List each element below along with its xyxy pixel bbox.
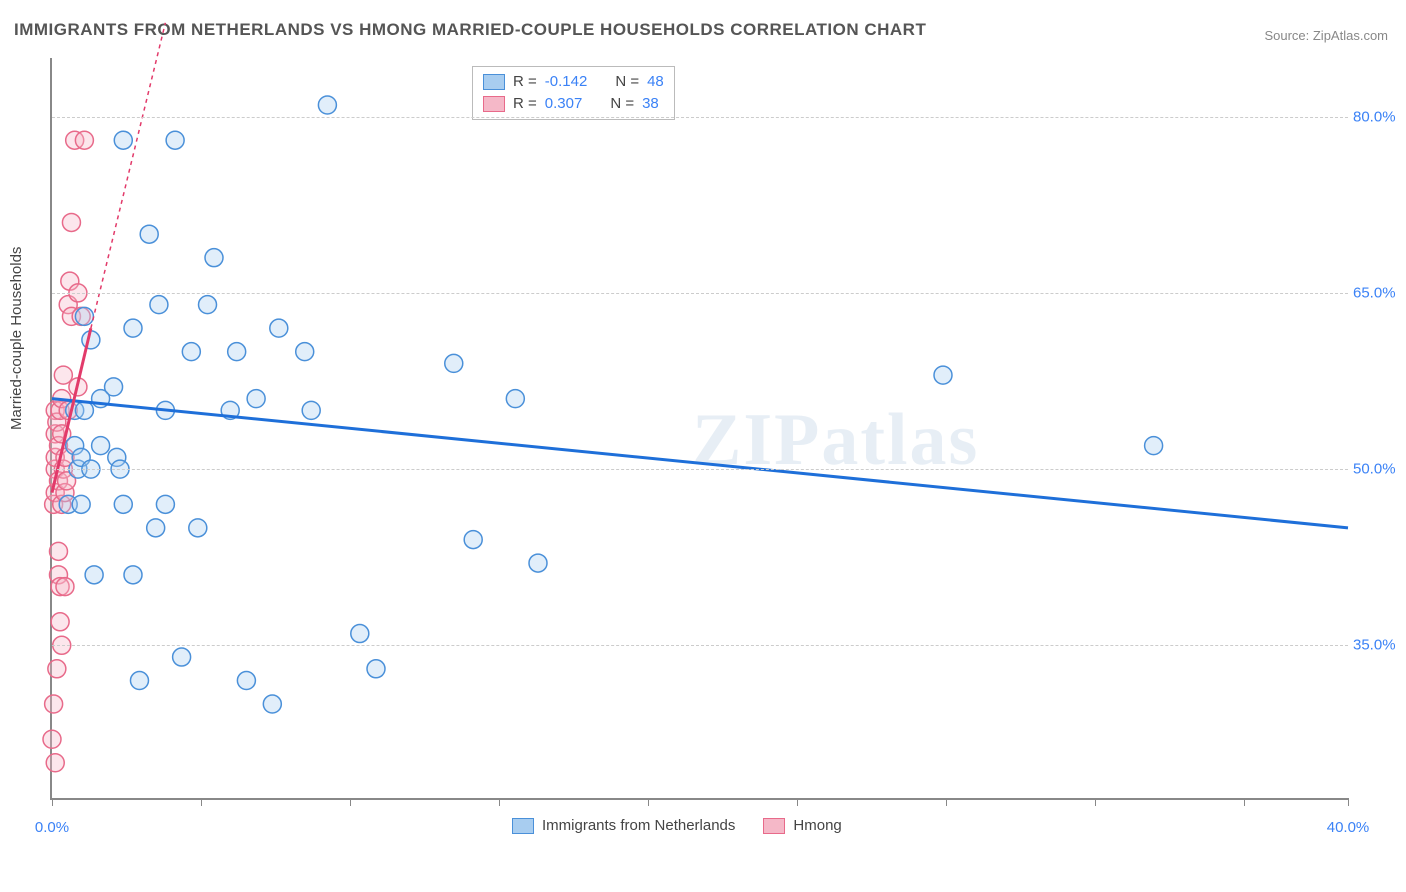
n-label: N = xyxy=(610,93,634,115)
x-tick xyxy=(52,798,53,806)
r-value: 0.307 xyxy=(545,93,583,115)
data-point xyxy=(51,613,69,631)
data-point xyxy=(75,401,93,419)
legend-item: Immigrants from Netherlands xyxy=(512,817,735,834)
r-label: R = xyxy=(513,93,537,115)
n-label: N = xyxy=(615,71,639,93)
data-point xyxy=(367,660,385,678)
y-tick-label: 80.0% xyxy=(1353,108,1406,125)
data-point xyxy=(46,754,64,772)
x-tick xyxy=(648,798,649,806)
data-point xyxy=(270,319,288,337)
y-tick-label: 50.0% xyxy=(1353,461,1406,478)
data-point xyxy=(1145,437,1163,455)
gridline-horizontal xyxy=(52,469,1348,470)
x-tick xyxy=(1095,798,1096,806)
data-point xyxy=(529,554,547,572)
data-point xyxy=(124,319,142,337)
data-point xyxy=(72,495,90,513)
trend-line-extrapolated xyxy=(91,23,166,328)
data-point xyxy=(934,366,952,384)
data-point xyxy=(92,437,110,455)
x-tick xyxy=(1348,798,1349,806)
r-value: -0.142 xyxy=(545,71,588,93)
x-tick xyxy=(1244,798,1245,806)
chart-title: IMMIGRANTS FROM NETHERLANDS VS HMONG MAR… xyxy=(14,20,926,40)
r-label: R = xyxy=(513,71,537,93)
data-point xyxy=(105,378,123,396)
n-value: 48 xyxy=(647,71,664,93)
data-point xyxy=(43,730,61,748)
data-point xyxy=(173,648,191,666)
legend-swatch-blue xyxy=(512,818,534,834)
data-point xyxy=(318,96,336,114)
x-tick xyxy=(350,798,351,806)
chart-plot-area: ZIPatlas R = -0.142 N = 48 R = 0.307 N =… xyxy=(50,58,1348,800)
data-point xyxy=(130,672,148,690)
legend-item: Hmong xyxy=(763,817,841,834)
scatter-plot-svg xyxy=(52,58,1348,798)
data-point xyxy=(54,366,72,384)
data-point xyxy=(56,578,74,596)
gridline-horizontal xyxy=(52,293,1348,294)
legend-row: R = -0.142 N = 48 xyxy=(483,71,664,93)
data-point xyxy=(114,495,132,513)
data-point xyxy=(62,213,80,231)
data-point xyxy=(156,495,174,513)
legend-swatch-blue xyxy=(483,74,505,90)
x-tick xyxy=(797,798,798,806)
data-point xyxy=(351,625,369,643)
x-tick xyxy=(201,798,202,806)
data-point xyxy=(166,131,184,149)
legend-label: Hmong xyxy=(793,817,841,834)
data-point xyxy=(464,531,482,549)
data-point xyxy=(205,249,223,267)
gridline-horizontal xyxy=(52,645,1348,646)
data-point xyxy=(49,542,67,560)
data-point xyxy=(445,354,463,372)
legend-swatch-pink xyxy=(763,818,785,834)
y-axis-label: Married-couple Households xyxy=(8,247,25,430)
series-legend: Immigrants from Netherlands Hmong xyxy=(512,817,842,834)
data-point xyxy=(124,566,142,584)
data-point xyxy=(189,519,207,537)
data-point xyxy=(48,660,66,678)
n-value: 38 xyxy=(642,93,659,115)
source-attribution: Source: ZipAtlas.com xyxy=(1264,28,1388,43)
correlation-legend: R = -0.142 N = 48 R = 0.307 N = 38 xyxy=(472,66,675,120)
x-tick xyxy=(946,798,947,806)
y-tick-label: 35.0% xyxy=(1353,637,1406,654)
x-tick xyxy=(499,798,500,806)
x-tick-label: 40.0% xyxy=(1327,819,1370,836)
data-point xyxy=(302,401,320,419)
data-point xyxy=(228,343,246,361)
data-point xyxy=(75,131,93,149)
data-point xyxy=(147,519,165,537)
data-point xyxy=(247,390,265,408)
data-point xyxy=(182,343,200,361)
legend-swatch-pink xyxy=(483,96,505,112)
x-tick-label: 0.0% xyxy=(35,819,69,836)
data-point xyxy=(296,343,314,361)
data-point xyxy=(140,225,158,243)
legend-label: Immigrants from Netherlands xyxy=(542,817,735,834)
y-tick-label: 65.0% xyxy=(1353,284,1406,301)
data-point xyxy=(75,307,93,325)
trend-line xyxy=(52,399,1348,528)
data-point xyxy=(85,566,103,584)
data-point xyxy=(199,296,217,314)
data-point xyxy=(150,296,168,314)
data-point xyxy=(114,131,132,149)
gridline-horizontal xyxy=(52,117,1348,118)
data-point xyxy=(45,695,63,713)
data-point xyxy=(237,672,255,690)
legend-row: R = 0.307 N = 38 xyxy=(483,93,664,115)
data-point xyxy=(263,695,281,713)
data-point xyxy=(506,390,524,408)
